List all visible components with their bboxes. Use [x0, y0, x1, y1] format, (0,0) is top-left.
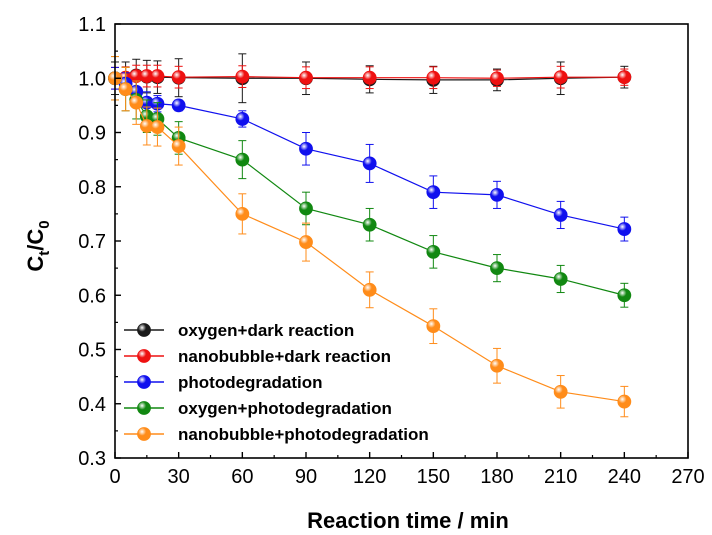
series-line	[114, 77, 625, 296]
data-point	[490, 261, 504, 276]
data-point	[129, 95, 144, 110]
x-tick-label: 0	[109, 466, 120, 488]
y-tick-label: 0.6	[78, 285, 106, 307]
data-point	[235, 152, 250, 167]
plot-frame	[114, 23, 689, 459]
data-point	[299, 201, 313, 216]
y-tick-label: 1.1	[78, 14, 106, 36]
data-point	[362, 70, 377, 85]
data-point	[490, 358, 504, 373]
legend-marker	[137, 323, 151, 337]
x-tick-label: 270	[671, 466, 704, 488]
data-point	[299, 235, 313, 249]
data-point	[171, 139, 186, 153]
y-axis-label-slash: /C	[23, 229, 48, 251]
data-point	[490, 71, 504, 86]
y-axis-label-sub-0: 0	[36, 220, 53, 228]
x-tick-label: 30	[168, 466, 190, 488]
data-point	[235, 69, 250, 84]
data-point	[426, 70, 441, 85]
legend-label: oxygen+photodegradation	[178, 399, 392, 418]
data-point	[617, 394, 632, 409]
data-point	[617, 288, 632, 303]
y-axis-label: Ct/C0	[23, 220, 53, 271]
x-tick-label: 240	[608, 466, 641, 488]
legend-item: nanobubble+photodegradation	[124, 425, 429, 444]
y-tick-label: 0.4	[78, 394, 106, 416]
y-tick-label: 0.3	[78, 448, 106, 470]
legend-marker	[137, 349, 151, 363]
legend-item: oxygen+photodegradation	[124, 399, 392, 418]
data-point	[171, 98, 186, 113]
x-axis-label: Reaction time / min	[307, 508, 509, 533]
data-point	[426, 185, 441, 200]
x-tick-label: 210	[544, 466, 577, 488]
data-point	[171, 70, 186, 85]
data-point	[426, 319, 441, 334]
y-axis-label-sub-t: t	[36, 251, 53, 256]
y-tick-label: 0.8	[78, 177, 106, 199]
data-point	[362, 282, 377, 297]
legend-item: photodegradation	[124, 373, 322, 392]
data-point	[553, 208, 568, 222]
data-point	[299, 70, 313, 85]
legend-item: nanobubble+dark reaction	[124, 347, 391, 366]
legend-marker	[137, 427, 151, 441]
y-axis-label-main: C	[23, 256, 48, 272]
legend: oxygen+dark reaction nanobubble+dark reac…	[124, 321, 429, 444]
data-point	[235, 206, 250, 221]
data-point	[362, 156, 377, 171]
x-tick-label: 60	[231, 466, 253, 488]
y-tick-label: 1.0	[78, 68, 106, 90]
data-point	[235, 112, 250, 126]
data-point	[553, 384, 568, 399]
y-tick-label: 0.9	[78, 123, 106, 145]
data-point	[150, 120, 165, 134]
y-tick-label: 0.7	[78, 231, 106, 253]
data-point	[299, 141, 313, 156]
data-point	[617, 70, 632, 85]
x-tick-label: 180	[480, 466, 513, 488]
legend-label: nanobubble+photodegradation	[178, 425, 429, 444]
legend-label: nanobubble+dark reaction	[178, 347, 391, 366]
data-point	[150, 69, 165, 83]
x-tick-label: 150	[417, 466, 450, 488]
data-point	[426, 244, 441, 259]
legend-label: oxygen+dark reaction	[178, 321, 354, 340]
data-point	[362, 217, 377, 232]
legend-marker	[137, 401, 151, 415]
legend-item: oxygen+dark reaction	[124, 321, 354, 340]
x-tick-label: 120	[353, 466, 386, 488]
tick-layer: 0 30 60 90 120 150 180 210 240 270 0.3 0.4 0.5 0.6 0.7…	[78, 14, 705, 488]
data-point	[490, 187, 504, 202]
y-tick-label: 0.5	[78, 340, 106, 362]
x-tick-label: 90	[295, 466, 317, 488]
legend-label: photodegradation	[178, 373, 322, 392]
series-1	[108, 64, 632, 90]
data-point	[553, 272, 568, 286]
data-point	[118, 82, 133, 96]
data-point	[553, 70, 568, 85]
data-point	[617, 222, 632, 236]
legend-marker	[137, 375, 151, 389]
